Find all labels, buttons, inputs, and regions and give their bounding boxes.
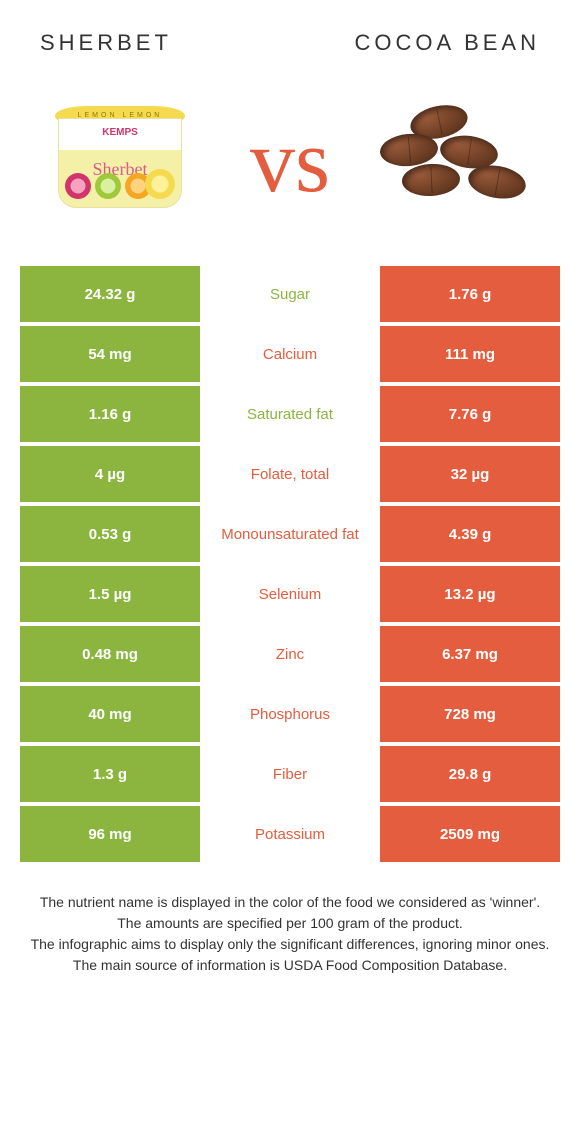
vs-label: vs [250, 110, 330, 213]
left-value-cell: 40 mg [20, 686, 200, 742]
right-value-cell: 32 µg [380, 446, 560, 502]
right-food-title: COCOA BEAN [355, 30, 540, 56]
fruit-slice-icon [65, 173, 91, 199]
nutrient-label: Calcium [200, 326, 380, 382]
right-value-cell: 6.37 mg [380, 626, 560, 682]
footer-text: The nutrient name is displayed in the co… [20, 892, 560, 976]
right-value-cell: 7.76 g [380, 386, 560, 442]
right-value-cell: 111 mg [380, 326, 560, 382]
table-row: 4 µgFolate, total32 µg [20, 446, 560, 502]
sherbet-body: KEMPS Sherbet [58, 118, 182, 208]
right-value-cell: 1.76 g [380, 266, 560, 322]
nutrient-table: 24.32 gSugar1.76 g54 mgCalcium111 mg1.16… [20, 266, 560, 862]
bean-icon [379, 132, 440, 169]
table-row: 40 mgPhosphorus728 mg [20, 686, 560, 742]
table-row: 1.3 gFiber29.8 g [20, 746, 560, 802]
sherbet-brand: KEMPS [59, 127, 181, 138]
left-value-cell: 4 µg [20, 446, 200, 502]
table-row: 24.32 gSugar1.76 g [20, 266, 560, 322]
nutrient-label: Potassium [200, 806, 380, 862]
table-row: 1.16 gSaturated fat7.76 g [20, 386, 560, 442]
footer-line: The main source of information is USDA F… [20, 955, 560, 976]
left-food-title: SHERBET [40, 30, 172, 56]
left-value-cell: 54 mg [20, 326, 200, 382]
right-value-cell: 13.2 µg [380, 566, 560, 622]
bean-icon [466, 161, 529, 203]
right-value-cell: 29.8 g [380, 746, 560, 802]
left-value-cell: 1.5 µg [20, 566, 200, 622]
table-row: 0.48 mgZinc6.37 mg [20, 626, 560, 682]
table-row: 0.53 gMonounsaturated fat4.39 g [20, 506, 560, 562]
footer-line: The amounts are specified per 100 gram o… [20, 913, 560, 934]
nutrient-label: Selenium [200, 566, 380, 622]
right-value-cell: 728 mg [380, 686, 560, 742]
left-value-cell: 24.32 g [20, 266, 200, 322]
fruit-slice-icon [95, 173, 121, 199]
table-row: 96 mgPotassium2509 mg [20, 806, 560, 862]
right-value-cell: 4.39 g [380, 506, 560, 562]
left-value-cell: 1.3 g [20, 746, 200, 802]
footer-line: The nutrient name is displayed in the co… [20, 892, 560, 913]
nutrient-label: Zinc [200, 626, 380, 682]
header: SHERBET COCOA BEAN [0, 0, 580, 66]
footer-line: The infographic aims to display only the… [20, 934, 560, 955]
nutrient-label: Sugar [200, 266, 380, 322]
nutrient-label: Phosphorus [200, 686, 380, 742]
nutrient-label: Folate, total [200, 446, 380, 502]
table-row: 54 mgCalcium111 mg [20, 326, 560, 382]
bean-icon [401, 163, 461, 198]
left-value-cell: 96 mg [20, 806, 200, 862]
cocoa-bean-image [380, 86, 540, 236]
table-row: 1.5 µgSelenium13.2 µg [20, 566, 560, 622]
nutrient-label: Fiber [200, 746, 380, 802]
left-value-cell: 1.16 g [20, 386, 200, 442]
left-value-cell: 0.53 g [20, 506, 200, 562]
nutrient-label: Monounsaturated fat [200, 506, 380, 562]
fruit-slice-icon [145, 169, 175, 199]
sherbet-image: LEMON LEMON KEMPS Sherbet [40, 86, 200, 236]
nutrient-label: Saturated fat [200, 386, 380, 442]
images-row: LEMON LEMON KEMPS Sherbet vs [0, 66, 580, 266]
left-value-cell: 0.48 mg [20, 626, 200, 682]
right-value-cell: 2509 mg [380, 806, 560, 862]
